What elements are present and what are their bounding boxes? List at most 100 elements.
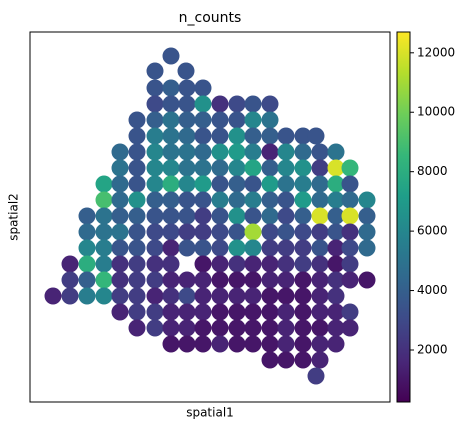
spot <box>341 223 359 241</box>
spot <box>261 159 279 177</box>
colorbar-tick-label: 12000 <box>417 45 455 59</box>
spot <box>261 191 279 209</box>
spot <box>146 239 164 257</box>
spot <box>111 175 129 193</box>
spot <box>327 143 345 161</box>
spot <box>162 271 180 289</box>
spot <box>277 143 295 161</box>
spot <box>111 159 129 177</box>
spot <box>111 255 129 273</box>
spot <box>277 319 295 337</box>
spot <box>311 351 329 369</box>
spot <box>341 191 359 209</box>
spot <box>194 159 212 177</box>
spot <box>146 111 164 129</box>
spot <box>228 271 246 289</box>
spot <box>178 303 196 321</box>
spot <box>128 143 146 161</box>
spot <box>244 159 262 177</box>
spot <box>128 207 146 225</box>
spot <box>277 239 295 257</box>
spot <box>78 287 96 305</box>
spot <box>244 223 262 241</box>
spot <box>358 191 376 209</box>
spot <box>228 319 246 337</box>
spot <box>78 255 96 273</box>
spot <box>111 271 129 289</box>
spot <box>261 223 279 241</box>
spot <box>128 175 146 193</box>
spot <box>311 175 329 193</box>
spot <box>294 207 312 225</box>
spot <box>294 159 312 177</box>
spot <box>128 159 146 177</box>
colorbar-tick-label: 10000 <box>417 105 455 119</box>
spot <box>228 191 246 209</box>
spot <box>277 207 295 225</box>
spot <box>277 271 295 289</box>
spot <box>244 127 262 145</box>
spot <box>358 271 376 289</box>
spot <box>146 319 164 337</box>
spot <box>244 143 262 161</box>
spot <box>294 351 312 369</box>
spot <box>146 207 164 225</box>
spot <box>128 255 146 273</box>
spot <box>146 303 164 321</box>
spot <box>178 79 196 97</box>
spot <box>311 159 329 177</box>
spot <box>277 159 295 177</box>
spot <box>327 207 345 225</box>
spot <box>294 255 312 273</box>
spot <box>162 303 180 321</box>
spot <box>228 335 246 353</box>
spot <box>162 255 180 273</box>
spot <box>162 159 180 177</box>
spot <box>261 239 279 257</box>
spot <box>146 143 164 161</box>
spot <box>327 239 345 257</box>
spot <box>95 191 113 209</box>
spot <box>211 287 229 305</box>
spot <box>228 175 246 193</box>
spot <box>211 335 229 353</box>
spot <box>211 95 229 113</box>
spot <box>244 255 262 273</box>
spot <box>244 335 262 353</box>
spot <box>294 143 312 161</box>
spot <box>211 111 229 129</box>
colorbar-tick-label: 8000 <box>417 164 448 178</box>
spot <box>178 127 196 145</box>
spot <box>194 271 212 289</box>
spot <box>162 79 180 97</box>
spot <box>311 223 329 241</box>
spot <box>111 239 129 257</box>
spot <box>95 271 113 289</box>
spot <box>146 255 164 273</box>
spot <box>294 335 312 353</box>
spot <box>178 335 196 353</box>
spot <box>277 255 295 273</box>
spot <box>194 143 212 161</box>
spot <box>61 287 79 305</box>
spot <box>341 255 359 273</box>
spot <box>78 207 96 225</box>
spot <box>294 191 312 209</box>
spot <box>294 239 312 257</box>
spot <box>194 255 212 273</box>
spot <box>294 303 312 321</box>
spot <box>327 191 345 209</box>
spot <box>178 319 196 337</box>
spot <box>261 287 279 305</box>
spot <box>44 287 62 305</box>
spot <box>244 207 262 225</box>
spot <box>194 111 212 129</box>
spot <box>162 239 180 257</box>
spot <box>211 191 229 209</box>
spot <box>261 143 279 161</box>
spot <box>128 303 146 321</box>
spot <box>307 127 325 145</box>
spot <box>128 287 146 305</box>
spot <box>162 175 180 193</box>
spot <box>327 175 345 193</box>
